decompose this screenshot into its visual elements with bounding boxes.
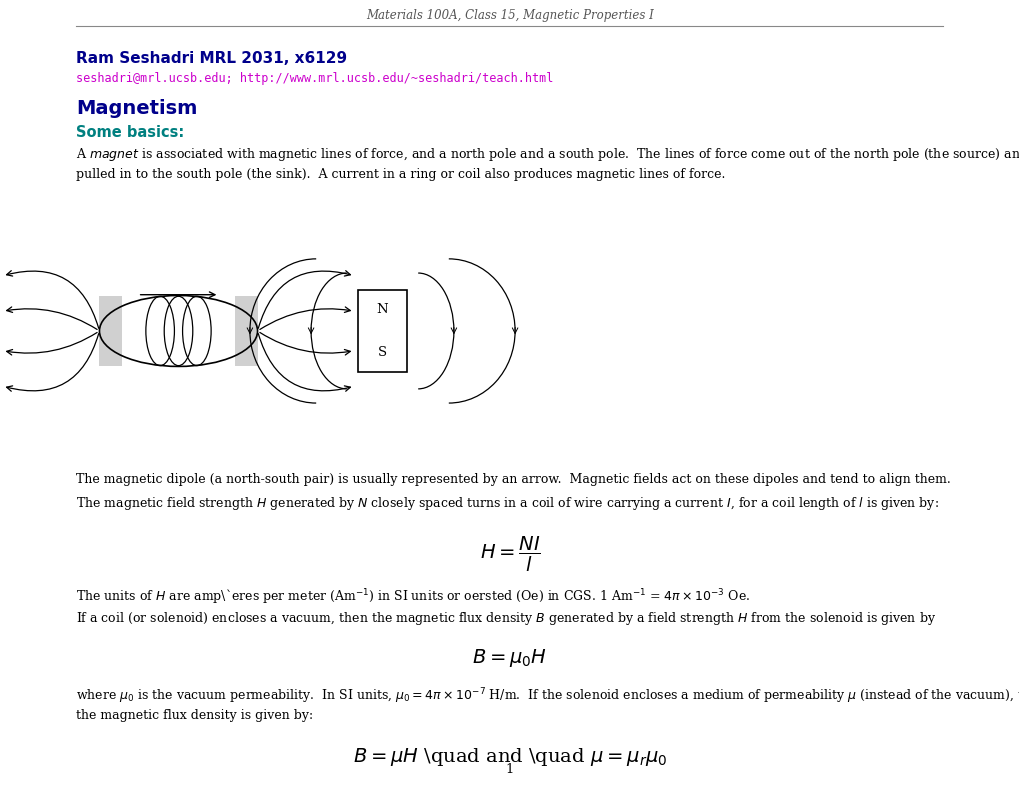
Text: S: S [378,346,386,359]
FancyBboxPatch shape [100,296,122,366]
Text: Magnetism: Magnetism [76,98,198,117]
Text: The magnetic dipole (a north-south pair) is usually represented by an arrow.  Ma: The magnetic dipole (a north-south pair)… [76,473,951,485]
Text: Materials 100A, Class 15, Magnetic Properties I: Materials 100A, Class 15, Magnetic Prope… [366,9,653,22]
Text: The magnetic field strength $H$ generated by $N$ closely spaced turns in a coil : The magnetic field strength $H$ generate… [76,495,938,512]
Text: If a coil (or solenoid) encloses a vacuum, then the magnetic flux density $B$ ge: If a coil (or solenoid) encloses a vacuu… [76,610,935,626]
FancyBboxPatch shape [235,296,257,366]
Text: The units of $H$ are amp\`eres per meter (Am$^{-1}$) in SI units or oersted (Oe): The units of $H$ are amp\`eres per meter… [76,588,750,607]
Text: $\mu_r$ is the relative permeability.: $\mu_r$ is the relative permeability. [76,786,268,788]
Text: pulled in to the south pole (the sink).  A current in a ring or coil also produc: pulled in to the south pole (the sink). … [76,168,726,180]
Text: seshadri@mrl.ucsb.edu; http://www.mrl.ucsb.edu/~seshadri/teach.html: seshadri@mrl.ucsb.edu; http://www.mrl.uc… [76,72,553,85]
Text: $H = \dfrac{NI}{l}$: $H = \dfrac{NI}{l}$ [479,534,540,574]
Text: 1: 1 [505,763,514,775]
Text: the magnetic flux density is given by:: the magnetic flux density is given by: [76,709,313,722]
Text: N: N [376,303,388,316]
Text: $B = \mu_0 H$: $B = \mu_0 H$ [472,647,547,669]
Text: where $\mu_0$ is the vacuum permeability.  In SI units, $\mu_0 = 4\pi \times 10^: where $\mu_0$ is the vacuum permeability… [76,687,1019,706]
Text: Some basics:: Some basics: [76,125,184,139]
Text: $B = \mu H$ \quad and \quad $\mu = \mu_r \mu_0$: $B = \mu H$ \quad and \quad $\mu = \mu_r… [353,746,666,768]
Text: A $\mathit{magnet}$ is associated with magnetic lines of force, and a north pole: A $\mathit{magnet}$ is associated with m… [76,146,1019,163]
FancyBboxPatch shape [358,290,407,373]
Text: Ram Seshadri MRL 2031, x6129: Ram Seshadri MRL 2031, x6129 [76,51,347,66]
